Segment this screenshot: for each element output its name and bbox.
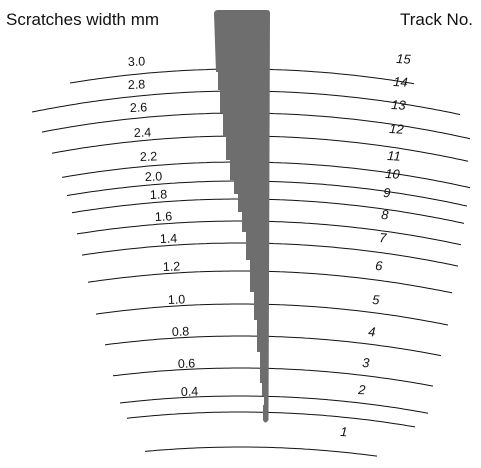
scratch-width-label: 2.6 — [130, 100, 148, 115]
track-number-label: 4 — [368, 324, 376, 339]
scratch-width-label: 0.6 — [178, 356, 196, 371]
track-number-label: 8 — [381, 207, 390, 222]
track-number-label: 12 — [389, 121, 405, 137]
track-boundary-arc — [104, 335, 442, 357]
track-number-label: 15 — [396, 51, 412, 67]
scratch-wedge-shape — [214, 10, 270, 423]
scratch-width-label: 1.0 — [168, 292, 186, 307]
scratch-width-label: 2.0 — [145, 169, 163, 184]
track-number-label: 3 — [362, 355, 371, 370]
track-boundary-arc — [112, 367, 434, 387]
track-number-label: 7 — [379, 230, 388, 245]
scratch-wedge — [214, 10, 270, 423]
scratch-width-label: 2.4 — [134, 125, 152, 140]
scratch-width-label: 2.8 — [128, 77, 146, 92]
track-number-label: 5 — [372, 292, 381, 307]
track-boundary-arc — [95, 303, 449, 326]
track-number-label: 14 — [393, 74, 408, 90]
track-number-label: 2 — [357, 382, 367, 397]
track-boundary-arc — [126, 411, 416, 428]
track-labels: 3.0 152.8 142.6 132.4 122.2 112.0 101.8 91.6 81.… — [128, 51, 412, 439]
scratch-width-label: 0.8 — [172, 324, 190, 339]
track-number-label: 1 — [340, 424, 348, 439]
scratch-width-header: Scratches width mm — [6, 10, 160, 29]
track-number-label: 10 — [385, 166, 401, 182]
scratch-width-label: 2.2 — [140, 149, 158, 164]
scratch-width-label: 1.6 — [155, 209, 173, 224]
track-number-label: 13 — [391, 97, 407, 113]
track-number-label: 9 — [383, 185, 391, 200]
track-boundary-arc — [81, 242, 459, 267]
track-arcs — [31, 68, 471, 457]
scratch-width-label: 1.8 — [150, 187, 168, 202]
track-number-label: 6 — [375, 258, 384, 273]
scratch-width-label: 0.4 — [181, 384, 199, 399]
track-boundary-arc — [119, 395, 429, 414]
track-number-label: 11 — [387, 148, 401, 164]
track-number-header: Track No. — [399, 10, 473, 29]
scratch-width-label: 1.2 — [163, 259, 181, 274]
scratch-width-label: 1.4 — [160, 231, 178, 246]
track-boundary-arc — [87, 270, 453, 294]
track-boundary-arc — [144, 446, 378, 457]
scratch-width-label: 3.0 — [128, 54, 146, 69]
